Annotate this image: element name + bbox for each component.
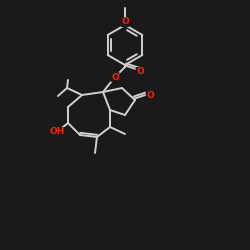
- Text: OH: OH: [49, 128, 65, 136]
- Text: O: O: [136, 68, 144, 76]
- Text: O: O: [111, 72, 119, 82]
- Text: O: O: [121, 18, 129, 26]
- Text: O: O: [146, 90, 154, 100]
